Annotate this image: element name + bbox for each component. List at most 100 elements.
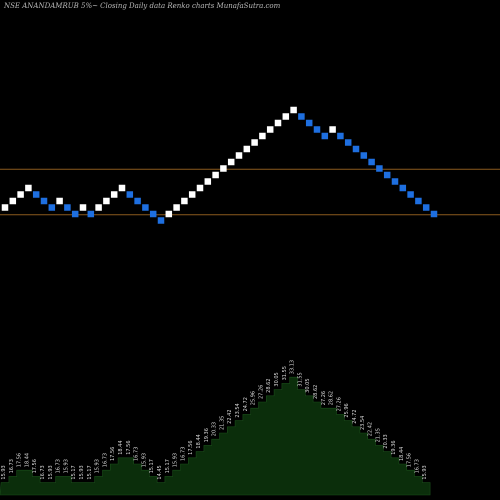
renko-brick-down — [352, 145, 360, 153]
brick-price-label: 28.62 — [329, 391, 335, 405]
brick-price-label: 15.17 — [87, 465, 93, 479]
brick-price-label: 15.17 — [149, 459, 155, 473]
renko-brick-up — [9, 197, 17, 205]
renko-brick-up — [243, 145, 251, 153]
renko-brick-up — [17, 191, 24, 198]
renko-brick-up — [259, 132, 266, 140]
brick-price-label: 15.93 — [173, 453, 179, 467]
brick-price-label: 15.93 — [79, 465, 85, 479]
brick-price-label: 27.26 — [321, 391, 327, 405]
renko-brick-down — [149, 210, 157, 218]
brick-price-label: 30.05 — [274, 372, 280, 386]
renko-brick-down — [415, 197, 422, 205]
renko-brick-down — [430, 210, 438, 218]
renko-brick-up — [274, 119, 282, 127]
brick-price-label: 18.44 — [399, 447, 405, 461]
renko-brick-up — [165, 210, 173, 218]
renko-brick-up — [118, 184, 126, 192]
renko-brick-up — [290, 106, 297, 114]
renko-brick-up — [235, 152, 243, 159]
brick-price-label: 16.73 — [40, 465, 46, 479]
brick-price-label: 15.93 — [141, 453, 147, 467]
brick-price-label: 17.56 — [110, 447, 116, 461]
renko-brick-down — [313, 126, 321, 133]
brick-price-label: 20.33 — [383, 434, 389, 448]
brick-price-label: 20.33 — [212, 422, 218, 436]
renko-brick-up — [329, 126, 336, 133]
brick-price-label: 28.62 — [266, 378, 272, 392]
renko-brick-up — [1, 204, 9, 211]
renko-brick-down — [321, 132, 329, 140]
renko-brick-down — [337, 132, 344, 140]
renko-brick-up — [56, 197, 63, 205]
renko-brick-up — [103, 197, 110, 205]
brick-price-label: 23.54 — [360, 416, 366, 430]
renko-brick-up — [79, 204, 87, 211]
renko-brick-up — [181, 197, 188, 205]
renko-brick-down — [368, 158, 375, 166]
brick-price-label: 23.54 — [235, 403, 241, 417]
brick-price-label: 15.93 — [63, 459, 69, 473]
renko-brick-up — [95, 204, 102, 211]
renko-brick-down — [298, 113, 305, 120]
brick-price-label: 16.73 — [56, 459, 62, 473]
brick-price-label: 25.96 — [251, 391, 257, 405]
brick-price-label: 33.13 — [290, 360, 296, 374]
brick-price-label: 15.93 — [48, 465, 54, 479]
renko-brick-up — [282, 113, 290, 120]
brick-price-label: 27.26 — [258, 385, 264, 399]
brick-price-label: 18.44 — [24, 453, 30, 467]
brick-price-label: 17.56 — [407, 453, 413, 467]
renko-brick-up — [188, 191, 196, 198]
renko-brick-up — [212, 171, 219, 179]
renko-brick-down — [87, 210, 95, 218]
renko-brick-up — [266, 126, 274, 133]
renko-brick-down — [71, 210, 79, 218]
renko-brick-down — [48, 204, 56, 211]
brick-price-label: 18.44 — [118, 440, 124, 454]
renko-brick-down — [376, 165, 383, 172]
brick-price-label: 19.36 — [204, 428, 210, 442]
brick-price-label: 15.93 — [422, 465, 428, 479]
renko-brick-down — [134, 197, 141, 205]
renko-brick-down — [64, 204, 71, 211]
chart-title: NSE ANANDAMRUB 5%~ Closing Daily data Re… — [4, 2, 281, 10]
renko-brick-up — [220, 165, 227, 172]
brick-price-label: 24.72 — [352, 409, 358, 423]
brick-price-label: 15.93 — [1, 465, 7, 479]
brick-price-label: 19.36 — [391, 440, 397, 454]
renko-brick-up — [251, 139, 258, 146]
renko-brick-down — [360, 152, 368, 159]
renko-brick-down — [399, 184, 407, 192]
brick-price-label: 22.42 — [227, 409, 233, 423]
brick-price-label: 16.73 — [414, 459, 420, 473]
renko-brick-up — [227, 158, 235, 166]
brick-price-label: 27.26 — [336, 397, 342, 411]
brick-price-label: 25.96 — [344, 403, 350, 417]
brick-price-label: 16.73 — [102, 453, 108, 467]
brick-price-label: 24.72 — [243, 397, 249, 411]
brick-price-label: 21.35 — [375, 428, 381, 442]
renko-brick-down — [157, 217, 165, 224]
volume-area — [0, 376, 431, 496]
brick-price-label: 31.55 — [297, 372, 303, 386]
renko-brick-down — [32, 191, 40, 198]
brick-price-label: 28.62 — [313, 385, 319, 399]
renko-brick-down — [383, 171, 391, 179]
brick-price-label: 16.73 — [134, 447, 140, 461]
renko-brick-down — [422, 204, 430, 211]
renko-brick-down — [344, 139, 352, 146]
brick-price-label: 17.56 — [126, 440, 132, 454]
brick-price-label: 15.17 — [71, 465, 77, 479]
renko-brick-up — [110, 191, 118, 198]
brick-price-label: 21.35 — [219, 416, 225, 430]
brick-price-label: 22.42 — [368, 422, 374, 436]
brick-price-label: 15.93 — [95, 459, 101, 473]
brick-price-label: 31.55 — [282, 366, 288, 380]
brick-price-label: 14.45 — [157, 465, 163, 479]
renko-brick-down — [40, 197, 48, 205]
brick-price-label: 17.56 — [32, 459, 38, 473]
brick-price-label: 17.56 — [17, 453, 23, 467]
